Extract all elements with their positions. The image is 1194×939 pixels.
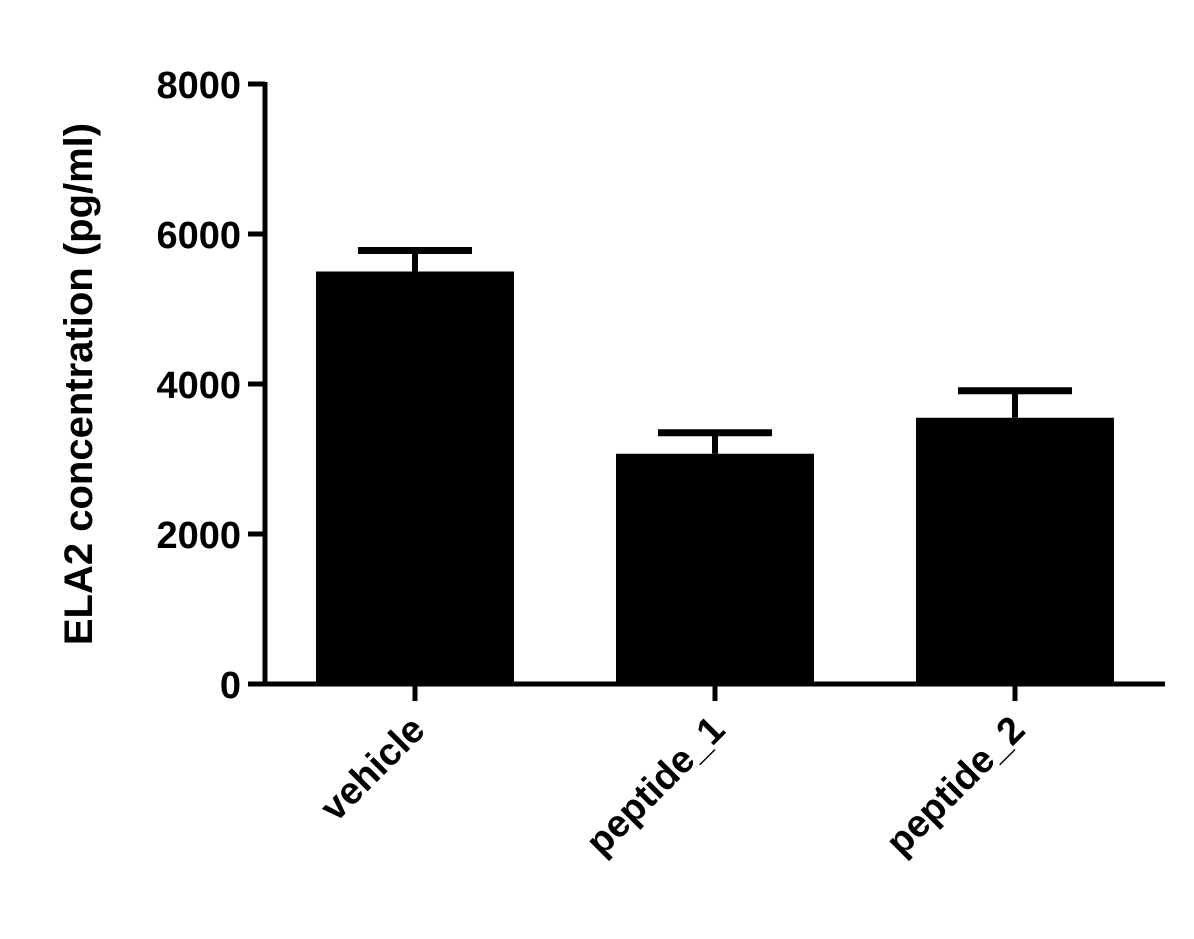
y-axis-label: ELA2 concentration (pg/ml) bbox=[57, 123, 101, 645]
x-tick-label: peptide_2 bbox=[878, 709, 1033, 864]
y-tick-label: 0 bbox=[220, 665, 241, 707]
y-tick-label: 6000 bbox=[156, 215, 241, 257]
y-tick-label: 8000 bbox=[156, 65, 241, 107]
x-tick-label: vehicle bbox=[313, 709, 434, 830]
x-tick-label: peptide_1 bbox=[578, 709, 733, 864]
bar bbox=[916, 417, 1114, 684]
bar bbox=[316, 271, 514, 684]
bar bbox=[616, 453, 814, 684]
y-tick-label: 4000 bbox=[156, 365, 241, 407]
y-tick-label: 2000 bbox=[156, 515, 241, 557]
